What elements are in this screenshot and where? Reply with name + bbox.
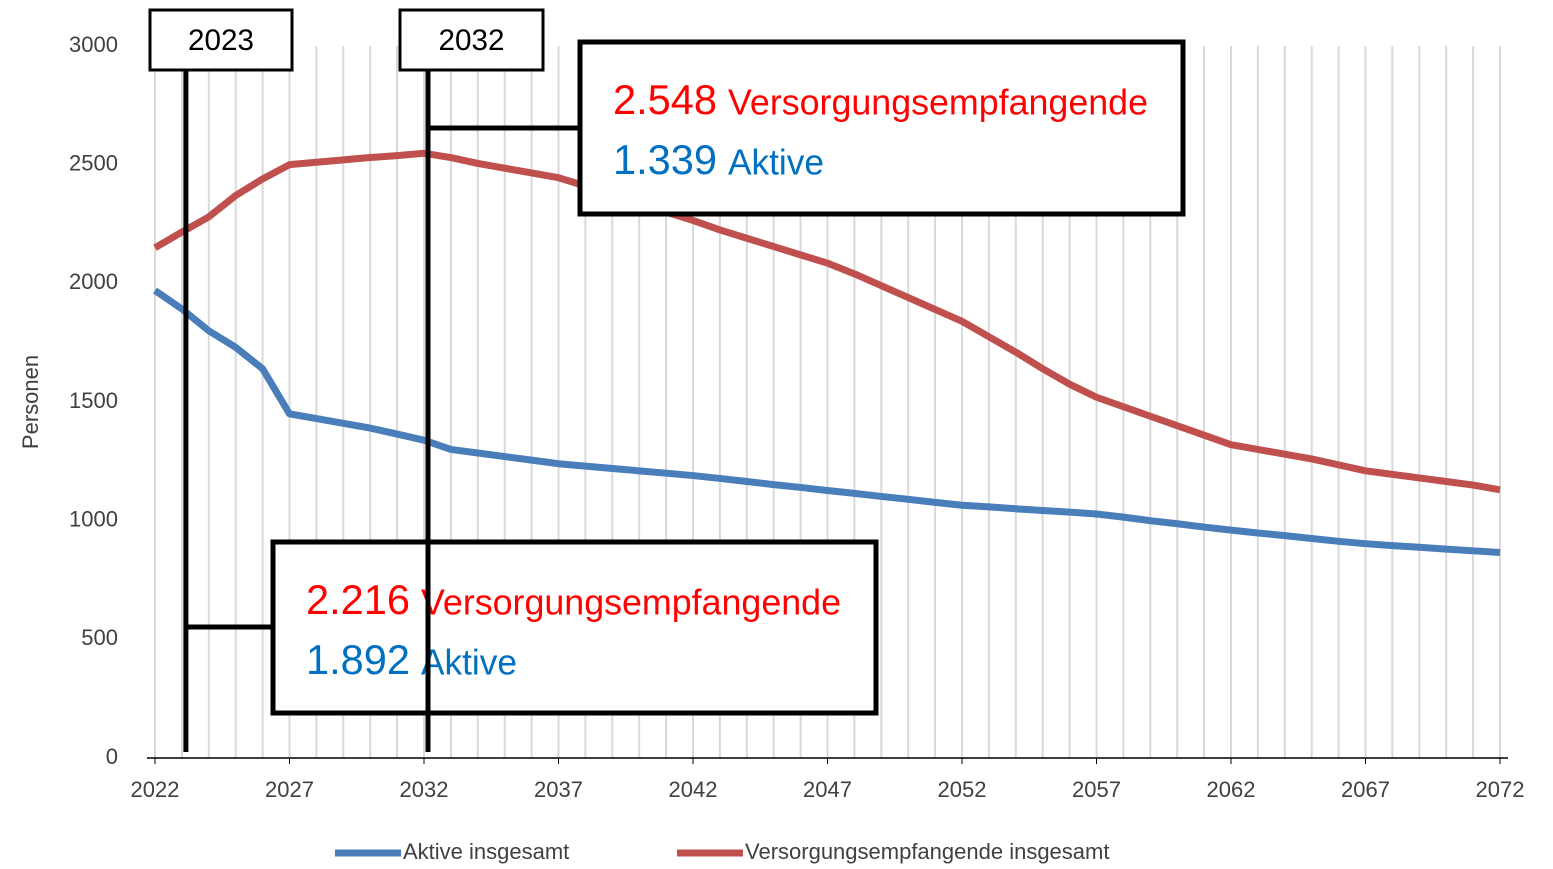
callout-box [270,539,879,716]
callout-box [577,39,1186,217]
callout-value: 1.892 [306,636,410,683]
callout-text: Versorgungsempfangende [421,582,841,623]
y-tick-label: 1000 [69,506,118,531]
x-tick-label: 2027 [265,777,314,802]
year-box [398,8,545,72]
x-tick-label: 2057 [1072,777,1121,802]
callout-text: Aktive [421,642,517,683]
x-tick-label: 2062 [1207,777,1256,802]
x-tick-label: 2072 [1476,777,1525,802]
y-tick-label: 2500 [69,150,118,175]
callout-text: Versorgungsempfangende [728,82,1148,123]
y-tick-label: 0 [106,744,118,769]
legend-label: Versorgungsempfangende insgesamt [745,839,1109,864]
callout-value: 2.216 [306,576,410,623]
callout-value: 1.339 [613,136,717,183]
callout-value: 2.548 [613,76,717,123]
y-tick-label: 1500 [69,388,118,413]
x-tick-label: 2047 [803,777,852,802]
callout-text: Aktive [728,142,824,183]
y-tick-label: 3000 [69,32,118,57]
year-box [148,8,294,72]
x-tick-label: 2032 [400,777,449,802]
y-tick-label: 2000 [69,269,118,294]
x-tick-label: 2042 [669,777,718,802]
legend-label: Aktive insgesamt [403,839,569,864]
data-line [153,287,1501,556]
year-label: 2032 [439,24,505,57]
data-line [153,149,1501,494]
x-tick-label: 2037 [534,777,583,802]
y-axis-label: Personen [18,355,43,449]
y-tick-label: 500 [81,625,118,650]
x-tick-label: 2052 [938,777,987,802]
year-label: 2023 [188,24,254,57]
x-tick-label: 2022 [131,777,180,802]
x-tick-label: 2067 [1341,777,1390,802]
